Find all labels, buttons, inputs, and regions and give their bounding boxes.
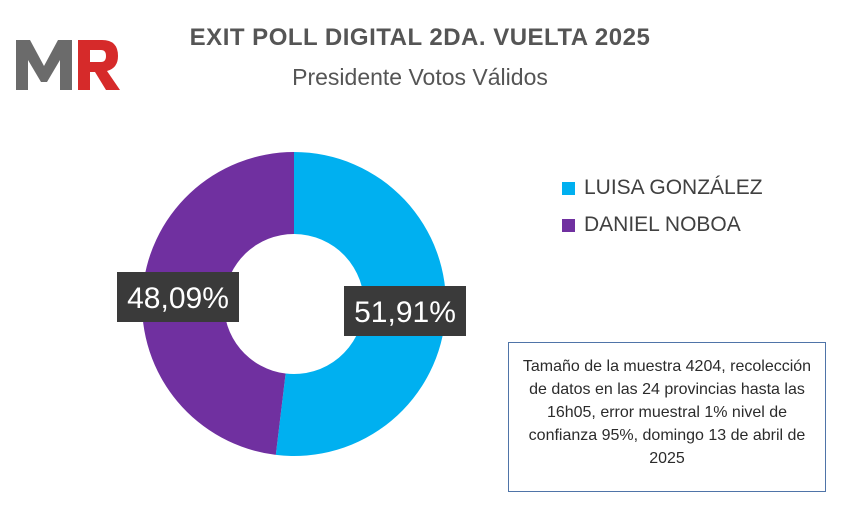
legend-item-gonzalez: LUISA GONZÁLEZ [562, 176, 763, 200]
mr-logo [14, 32, 124, 94]
chart-legend: LUISA GONZÁLEZ DANIEL NOBOA [562, 176, 763, 250]
data-label-1: 48,09% [117, 272, 239, 322]
data-label-0: 51,91% [344, 286, 466, 336]
legend-item-noboa: DANIEL NOBOA [562, 213, 763, 237]
legend-label-gonzalez: LUISA GONZÁLEZ [584, 176, 763, 199]
data-label-text-1: 48,09% [127, 282, 229, 315]
legend-swatch-noboa [562, 218, 575, 232]
chart-title: EXIT POLL DIGITAL 2DA. VUELTA 2025 [189, 24, 651, 51]
methodology-note: Tamaño de la muestra 4204, recolección d… [508, 342, 826, 492]
chart-subtitle: Presidente Votos Válidos [292, 64, 548, 90]
data-label-text-0: 51,91% [354, 296, 456, 329]
data-label-box-1 [117, 272, 239, 322]
donut-slice-0 [275, 152, 446, 456]
legend-label-noboa: DANIEL NOBOA [584, 213, 741, 236]
legend-swatch-gonzalez [562, 181, 575, 195]
data-label-box-0 [344, 286, 466, 336]
